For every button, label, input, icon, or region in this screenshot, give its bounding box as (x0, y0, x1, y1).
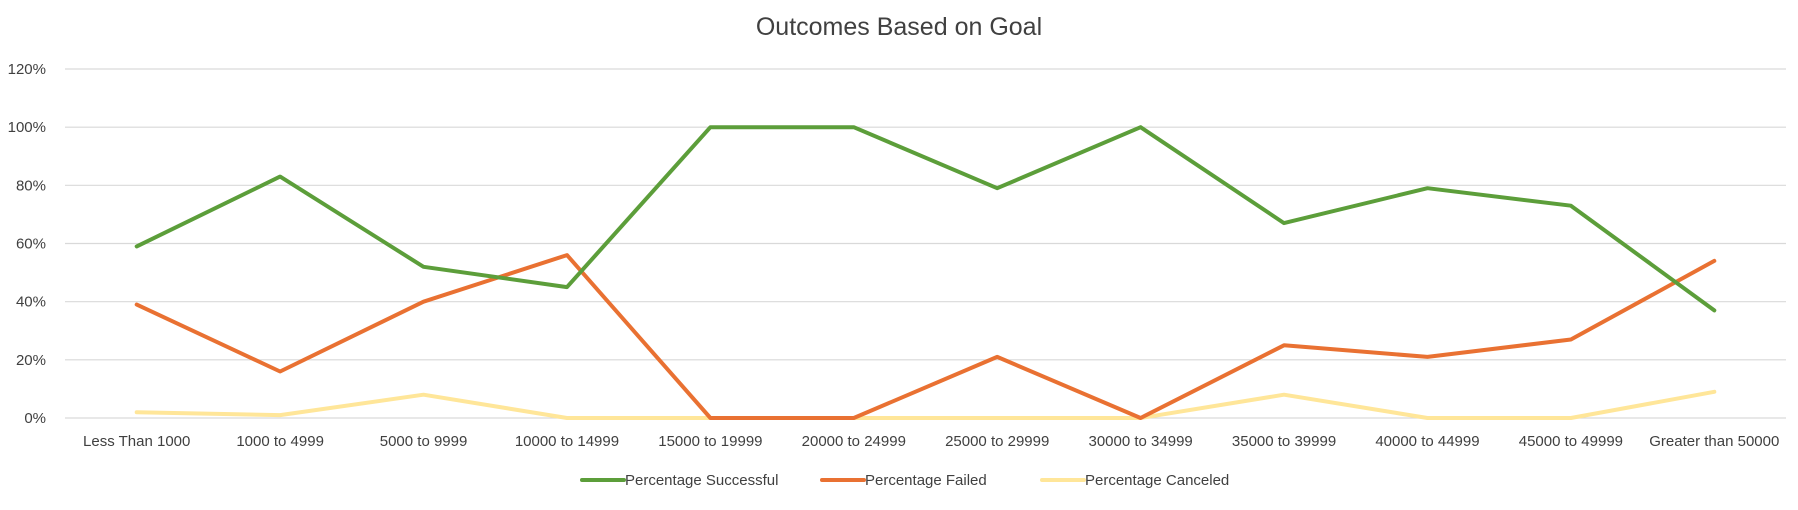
legend-label: Percentage Successful (625, 472, 778, 489)
chart-title: Outcomes Based on Goal (756, 13, 1042, 41)
y-tick-label: 100% (8, 119, 46, 136)
x-tick-label: Less Than 1000 (83, 433, 190, 450)
series-lines (134, 125, 1717, 420)
legend-item: Percentage Failed (820, 472, 987, 489)
x-tick-label: 5000 to 9999 (380, 433, 468, 450)
y-tick-label: 20% (16, 352, 46, 369)
legend-item: Percentage Canceled (1040, 472, 1229, 489)
gridlines (65, 68, 1786, 419)
y-axis-ticks: 0% 20% 40% 60% 80% 100% 120% (8, 61, 46, 427)
series-line-percentage-canceled (134, 389, 1717, 420)
y-tick-label: 80% (16, 177, 46, 194)
series-line-percentage-successful (134, 125, 1717, 313)
legend-label: Percentage Failed (865, 472, 987, 489)
x-axis-ticks: Less Than 1000 1000 to 4999 5000 to 9999 10… (83, 433, 1779, 450)
x-tick-label: 1000 to 4999 (236, 433, 324, 450)
x-tick-label: 10000 to 14999 (515, 433, 619, 450)
x-tick-label: 35000 to 39999 (1232, 433, 1336, 450)
x-tick-label: Greater than 50000 (1649, 433, 1779, 450)
legend: Percentage Successful Percentage Failed Pe… (580, 472, 1229, 489)
x-tick-label: 20000 to 24999 (802, 433, 906, 450)
legend-label: Percentage Canceled (1085, 472, 1229, 489)
x-tick-label: 15000 to 19999 (658, 433, 762, 450)
y-tick-label: 60% (16, 236, 46, 253)
x-tick-label: 25000 to 29999 (945, 433, 1049, 450)
x-tick-label: 40000 to 44999 (1375, 433, 1479, 450)
y-tick-label: 120% (8, 61, 46, 78)
series-line-percentage-failed (134, 253, 1717, 420)
x-tick-label: 45000 to 49999 (1519, 433, 1623, 450)
y-tick-label: 40% (16, 294, 46, 311)
y-tick-label: 0% (24, 410, 46, 427)
x-tick-label: 30000 to 34999 (1088, 433, 1192, 450)
legend-item: Percentage Successful (580, 472, 778, 489)
